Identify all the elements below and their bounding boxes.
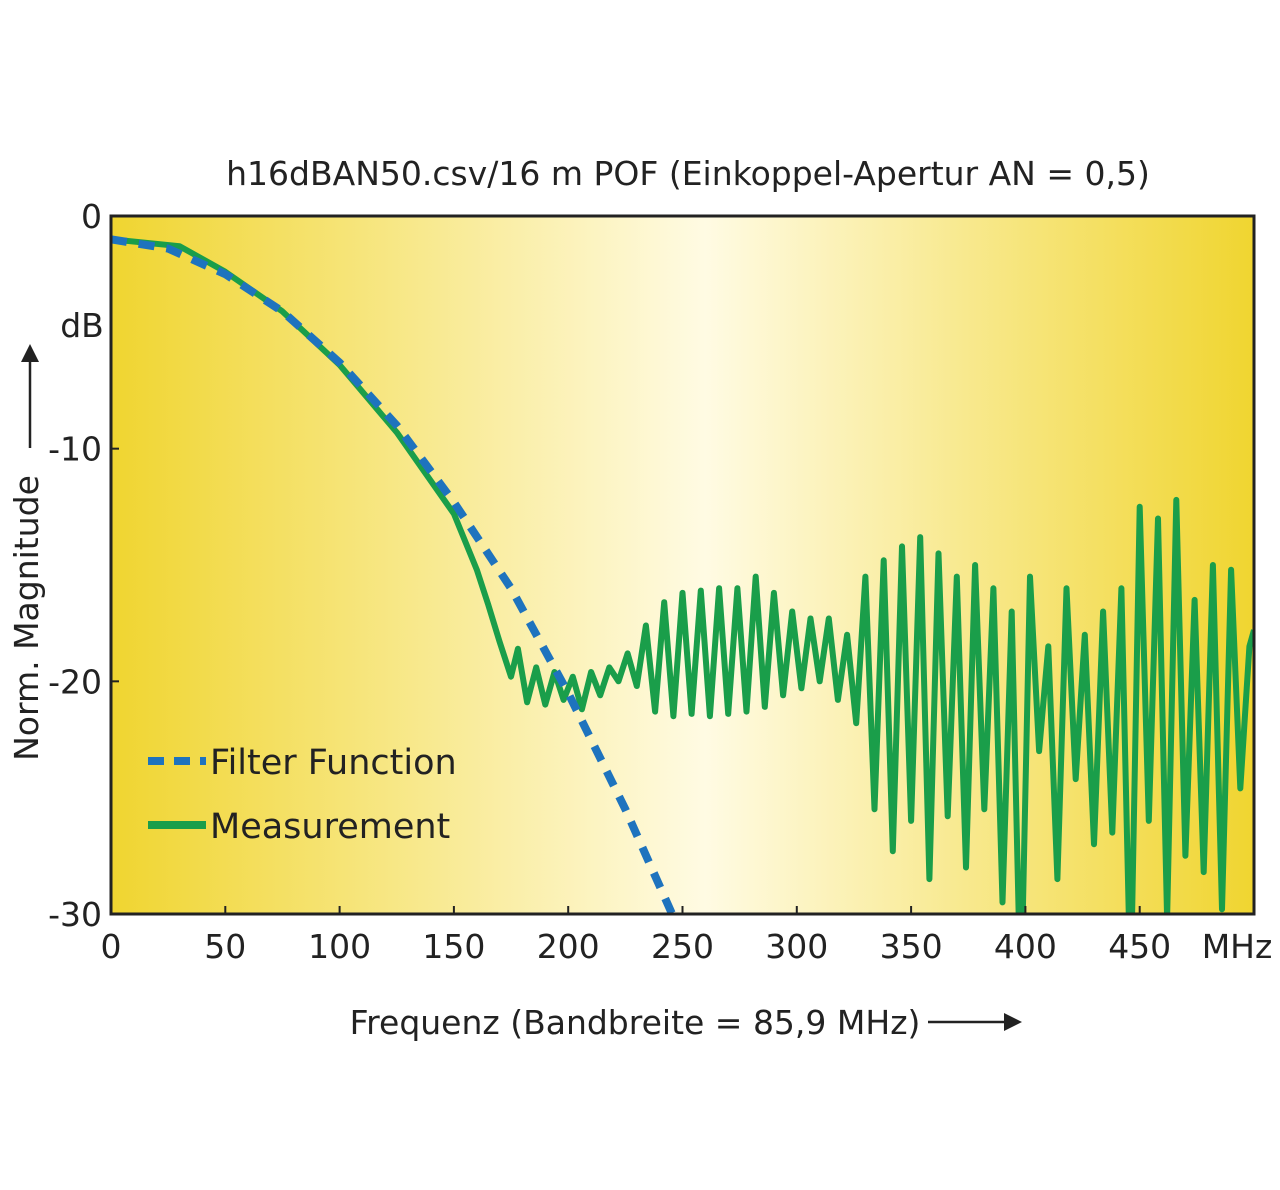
legend-label-filter-function: Filter Function xyxy=(210,743,457,783)
x-axis-title: Frequenz (Bandbreite = 85,9 MHz) xyxy=(350,1003,1022,1042)
y-tick-label: -20 xyxy=(48,662,102,701)
series-line-filter-function xyxy=(111,235,677,914)
x-axis-label: Frequenz (Bandbreite = 85,9 MHz) xyxy=(350,1003,921,1042)
legend: Filter Function Measurement xyxy=(148,743,457,847)
x-tick-label: 300 xyxy=(765,927,828,966)
x-tick-label: 250 xyxy=(651,927,714,966)
x-tick-label: 0 xyxy=(101,927,122,966)
y-axis-arrowhead xyxy=(21,344,39,362)
y-unit-label: dB xyxy=(60,306,104,345)
y-tick-label: -30 xyxy=(48,895,102,934)
y-tick-label: 0 xyxy=(81,197,102,236)
x-axis-arrowhead xyxy=(1004,1013,1022,1031)
x-tick-label: 50 xyxy=(204,927,246,966)
legend-label-measurement: Measurement xyxy=(210,807,450,847)
x-tick-label: 350 xyxy=(880,927,943,966)
x-tick-label: 400 xyxy=(994,927,1057,966)
x-unit-label: MHz xyxy=(1202,927,1273,966)
y-axis-label: Norm. Magnitude xyxy=(7,475,46,761)
x-tick-label: 450 xyxy=(1108,927,1171,966)
y-tick-label: -10 xyxy=(48,430,102,469)
x-tick-label: 150 xyxy=(422,927,485,966)
chart-title: h16dBAN50.csv/16 m POF (Einkoppel-Apertu… xyxy=(226,154,1150,193)
x-tick-label: 100 xyxy=(308,927,371,966)
y-axis-title: Norm. Magnitude xyxy=(7,344,46,761)
x-tick-label: 200 xyxy=(537,927,600,966)
